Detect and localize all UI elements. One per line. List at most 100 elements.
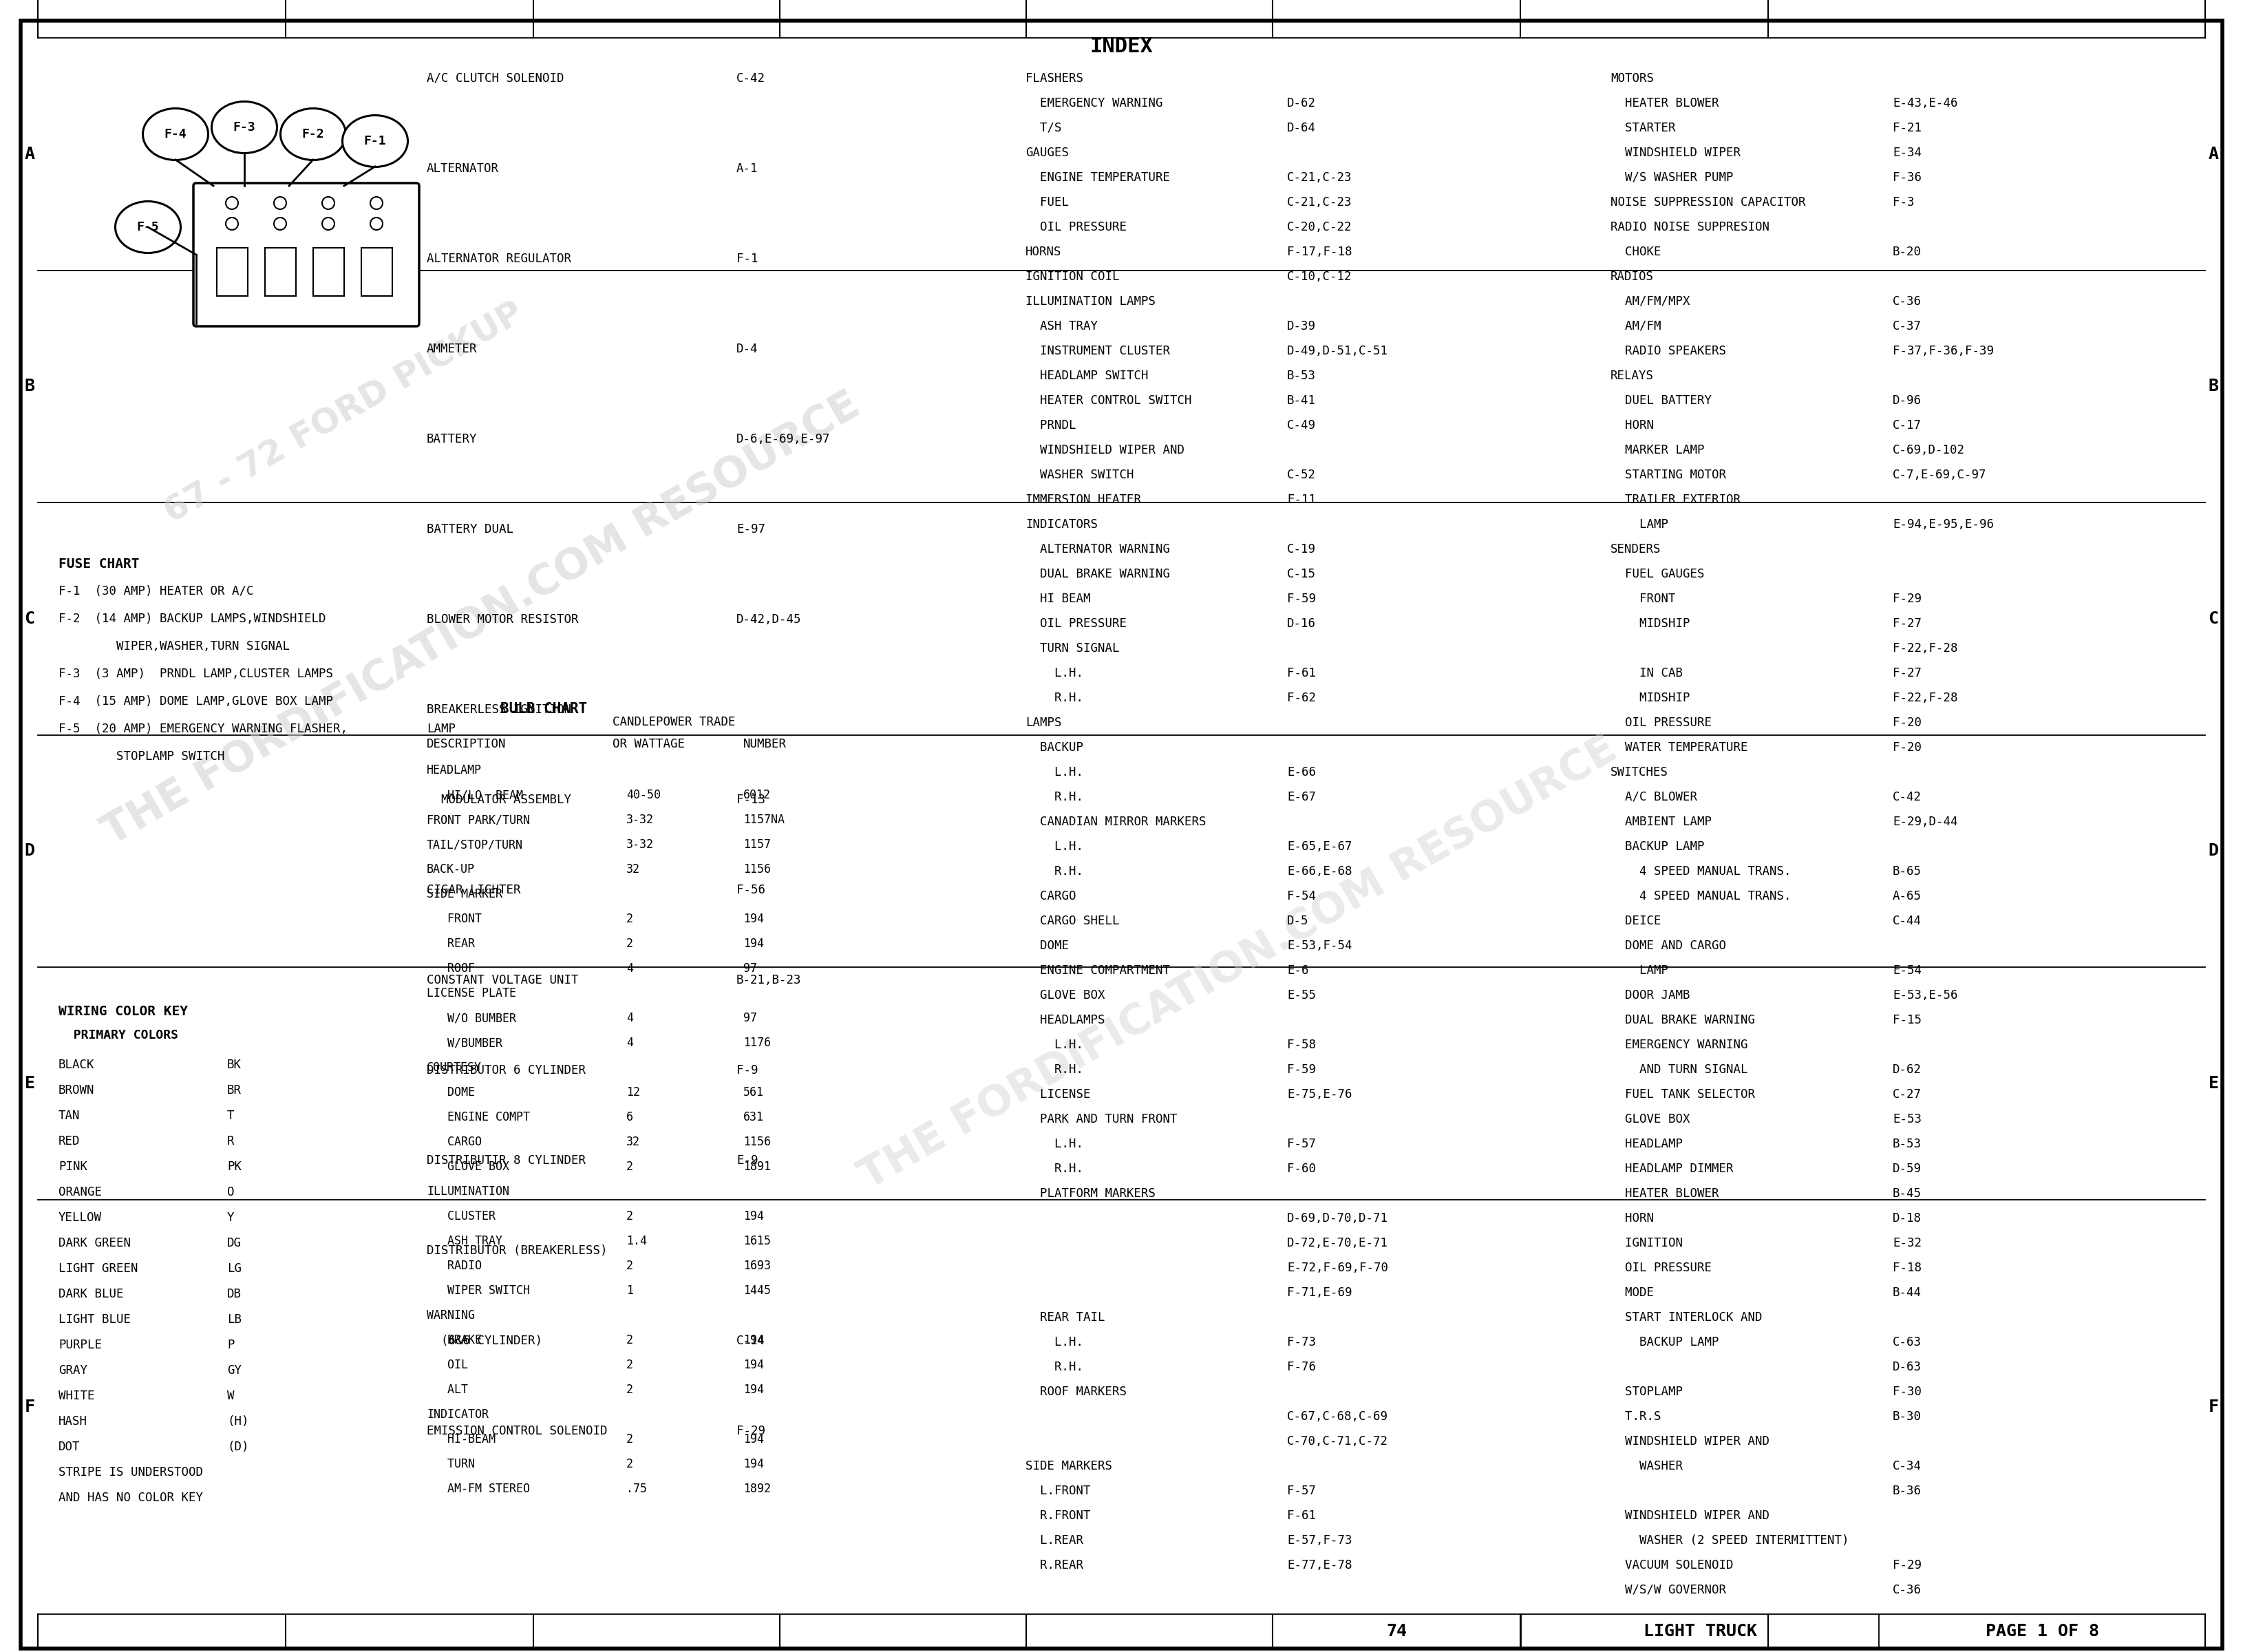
Text: F-21: F-21 [1893, 122, 1922, 134]
Text: HI-BEAM: HI-BEAM [426, 1432, 496, 1446]
Text: HI/LO  BEAM: HI/LO BEAM [426, 788, 523, 801]
Text: HEATER BLOWER: HEATER BLOWER [1610, 97, 1718, 109]
Text: ENGINE COMPT: ENGINE COMPT [426, 1110, 529, 1123]
Text: WASHER SWITCH: WASHER SWITCH [1025, 469, 1135, 481]
Text: PK: PK [227, 1160, 242, 1173]
Text: FUSE CHART: FUSE CHART [58, 557, 139, 570]
Ellipse shape [370, 197, 384, 210]
Text: W/S WASHER PUMP: W/S WASHER PUMP [1610, 172, 1734, 183]
Text: 6: 6 [626, 1110, 633, 1123]
Text: E-72,F-69,F-70: E-72,F-69,F-70 [1287, 1262, 1388, 1274]
Text: C-69,D-102: C-69,D-102 [1893, 444, 1965, 456]
Text: F-29: F-29 [736, 1424, 765, 1437]
Text: F-2  (14 AMP) BACKUP LAMPS,WINDSHIELD: F-2 (14 AMP) BACKUP LAMPS,WINDSHIELD [58, 613, 325, 624]
Text: 67 - 72 FORD PICKUP: 67 - 72 FORD PICKUP [159, 296, 529, 530]
Text: R.H.: R.H. [1025, 692, 1083, 704]
Text: D-18: D-18 [1893, 1213, 1922, 1224]
Text: O: O [227, 1186, 233, 1198]
Text: F-1: F-1 [363, 135, 386, 147]
Text: MIDSHIP: MIDSHIP [1610, 618, 1689, 629]
Text: F-59: F-59 [1287, 1064, 1317, 1075]
Text: AMMETER: AMMETER [426, 342, 478, 355]
Text: 194: 194 [742, 1209, 765, 1222]
Text: HEADLAMPS: HEADLAMPS [1025, 1014, 1106, 1026]
Text: CANADIAN MIRROR MARKERS: CANADIAN MIRROR MARKERS [1025, 816, 1207, 828]
Text: 4 SPEED MANUAL TRANS.: 4 SPEED MANUAL TRANS. [1610, 890, 1792, 902]
Text: R.REAR: R.REAR [1025, 1559, 1083, 1571]
Text: 2: 2 [626, 1432, 633, 1446]
Text: WATER TEMPERATURE: WATER TEMPERATURE [1610, 742, 1747, 753]
Text: 4: 4 [626, 1011, 633, 1024]
Text: F-61: F-61 [1287, 667, 1317, 679]
Ellipse shape [227, 197, 238, 210]
Text: WASHER (2 SPEED INTERMITTENT): WASHER (2 SPEED INTERMITTENT) [1610, 1535, 1848, 1546]
Text: (D): (D) [227, 1441, 249, 1454]
Text: BRAKE: BRAKE [426, 1335, 482, 1346]
Text: GLOVE BOX: GLOVE BOX [1610, 1113, 1689, 1125]
Text: LIGHT TRUCK: LIGHT TRUCK [1644, 1622, 1756, 1639]
Text: F-20: F-20 [1893, 717, 1922, 729]
Text: E: E [2209, 1075, 2218, 1092]
Text: DOME: DOME [1025, 940, 1070, 952]
Text: E-54: E-54 [1893, 965, 1922, 976]
Text: BROWN: BROWN [58, 1084, 94, 1097]
Text: GAUGES: GAUGES [1025, 147, 1070, 159]
Text: DISTRIBUTOR 6 CYLINDER: DISTRIBUTOR 6 CYLINDER [426, 1064, 585, 1077]
Text: BLACK: BLACK [58, 1059, 94, 1070]
Text: HORNS: HORNS [1025, 246, 1061, 258]
Text: RED: RED [58, 1135, 81, 1148]
Text: WHITE: WHITE [58, 1389, 94, 1403]
Text: BACKUP LAMP: BACKUP LAMP [1610, 841, 1705, 852]
Ellipse shape [323, 197, 334, 210]
Text: CARGO: CARGO [426, 1137, 482, 1148]
Text: ROOF: ROOF [426, 961, 476, 975]
Text: F: F [2209, 1399, 2218, 1416]
Text: WIPER,WASHER,TURN SIGNAL: WIPER,WASHER,TURN SIGNAL [58, 639, 289, 653]
Text: E-9: E-9 [736, 1155, 758, 1166]
Text: C: C [2209, 611, 2218, 628]
Text: ASH TRAY: ASH TRAY [426, 1236, 502, 1247]
Text: TURN: TURN [426, 1457, 476, 1470]
Text: 1693: 1693 [742, 1259, 772, 1272]
Text: D-4: D-4 [736, 342, 758, 355]
Text: BATTERY: BATTERY [426, 433, 478, 446]
Text: A/C BLOWER: A/C BLOWER [1610, 791, 1698, 803]
Text: AM/FM/MPX: AM/FM/MPX [1610, 296, 1689, 307]
Text: REAR: REAR [426, 937, 476, 950]
Text: B-44: B-44 [1893, 1287, 1922, 1298]
Text: F-1: F-1 [736, 253, 758, 264]
Text: C-42: C-42 [736, 73, 765, 84]
Text: HEATER BLOWER: HEATER BLOWER [1610, 1188, 1718, 1199]
Text: A-1: A-1 [736, 162, 758, 175]
Text: D-96: D-96 [1893, 395, 1922, 406]
Text: STRIPE IS UNDERSTOOD: STRIPE IS UNDERSTOOD [58, 1467, 204, 1479]
Text: E: E [25, 1075, 34, 1092]
Text: A: A [2209, 145, 2218, 162]
Text: TURN SIGNAL: TURN SIGNAL [1025, 643, 1119, 654]
Text: 194: 194 [742, 1457, 765, 1470]
Text: C-36: C-36 [1893, 1584, 1922, 1596]
Text: LIGHT BLUE: LIGHT BLUE [58, 1313, 130, 1325]
Text: D-72,E-70,E-71: D-72,E-70,E-71 [1287, 1237, 1388, 1249]
Text: HASH: HASH [58, 1416, 87, 1427]
Text: GLOVE BOX: GLOVE BOX [426, 1160, 509, 1173]
Text: E-6: E-6 [1287, 965, 1308, 976]
Text: E-32: E-32 [1893, 1237, 1922, 1249]
Text: CARGO SHELL: CARGO SHELL [1025, 915, 1119, 927]
Text: C-49: C-49 [1287, 420, 1317, 431]
Text: LAMP: LAMP [1610, 519, 1669, 530]
Text: WINDSHIELD WIPER: WINDSHIELD WIPER [1610, 147, 1741, 159]
Text: HI BEAM: HI BEAM [1025, 593, 1090, 605]
Text: D-69,D-70,D-71: D-69,D-70,D-71 [1287, 1213, 1388, 1224]
Text: DUAL BRAKE WARNING: DUAL BRAKE WARNING [1025, 568, 1171, 580]
Text: D: D [2209, 843, 2218, 859]
Text: C-67,C-68,C-69: C-67,C-68,C-69 [1287, 1411, 1388, 1422]
Text: RADIOS: RADIOS [1610, 271, 1653, 282]
Text: R.H.: R.H. [1025, 866, 1083, 877]
Text: E-77,E-78: E-77,E-78 [1287, 1559, 1353, 1571]
Text: DOT: DOT [58, 1441, 81, 1454]
Text: C: C [25, 611, 34, 628]
Text: R.H.: R.H. [1025, 1163, 1083, 1175]
Text: ENGINE COMPARTMENT: ENGINE COMPARTMENT [1025, 965, 1171, 976]
Text: W/S/W GOVERNOR: W/S/W GOVERNOR [1610, 1584, 1727, 1596]
